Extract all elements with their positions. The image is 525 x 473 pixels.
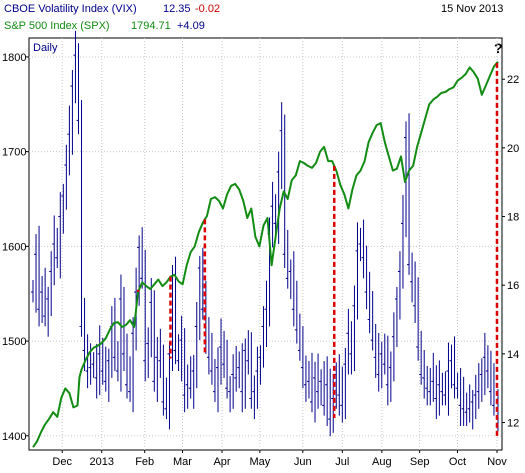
plot-frame [28, 37, 503, 451]
x-tick-label: Oct [449, 456, 466, 468]
vix-legend-change: -0.02 [195, 3, 220, 15]
right-tick-label: 16 [507, 280, 519, 292]
period-label: Daily [33, 42, 58, 54]
x-tick-label: May [249, 456, 270, 468]
x-tick-label: Jul [335, 456, 349, 468]
right-tick-label: 12 [507, 418, 519, 430]
right-tick-label: 14 [507, 349, 519, 361]
right-tick-label: 20 [507, 143, 519, 155]
x-tick-label: Sep [410, 456, 430, 468]
x-tick-label: 2013 [89, 456, 113, 468]
x-tick-label: Aug [372, 456, 392, 468]
question-mark: ? [494, 40, 503, 56]
x-tick-label: Mar [173, 456, 192, 468]
spx-legend-change: +4.09 [177, 20, 205, 32]
x-tick-label: Apr [213, 456, 230, 468]
spx-line [32, 61, 499, 448]
x-tick-label: Jun [294, 456, 312, 468]
x-tick-label: Feb [135, 456, 154, 468]
date-label: 15 Nov 2013 [441, 3, 503, 15]
grid-layer [29, 38, 502, 450]
left-tick-label: 1500 [2, 336, 26, 348]
axis-layer: 1400 1500 1600 1700 1800 12 14 16 18 20 22 Dec 2013 F… [2, 52, 519, 468]
spx-series [32, 61, 499, 448]
spx-legend-label: S&P 500 Index (SPX) [4, 20, 110, 32]
spx-legend-value: 1794.71 [131, 20, 171, 32]
left-tick-label: 1700 [2, 147, 26, 159]
x-tick-label: Dec [52, 456, 72, 468]
right-tick-label: 22 [507, 74, 519, 86]
left-tick-label: 1400 [2, 431, 26, 443]
marker-layer [136, 62, 499, 437]
left-tick-label: 1800 [2, 52, 26, 64]
x-tick-label: Nov [487, 456, 507, 468]
right-tick-label: 18 [507, 212, 519, 224]
vix-legend-label: CBOE Volatility Index (VIX) [4, 3, 137, 15]
vix-legend-value: 12.35 [163, 3, 191, 15]
left-tick-label: 1600 [2, 241, 26, 253]
